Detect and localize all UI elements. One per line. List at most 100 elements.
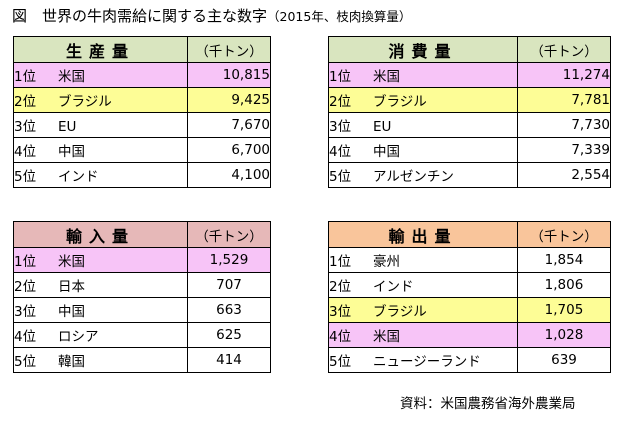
rank-country-cell: 2位 インド — [328, 272, 518, 298]
table-row: 5位 ニュージーランド 639 — [328, 347, 611, 373]
table-row: 3位 EU 7,730 — [328, 112, 611, 138]
rank-label: 5位 — [14, 354, 37, 370]
country-name: ブラジル — [373, 94, 427, 110]
rank-country-cell: 4位 中国 — [328, 137, 518, 163]
value-cell: 6,700 — [187, 137, 271, 163]
table-row: 3位 中国 663 — [13, 297, 271, 323]
rank-country-cell: 1位 米国 — [328, 62, 518, 88]
value-cell: 2,554 — [517, 162, 611, 188]
table-row: 5位 韓国 414 — [13, 347, 271, 373]
rank-country-cell: 5位 アルゼンチン — [328, 162, 518, 188]
export-header-name: 輸出量 — [328, 221, 518, 248]
country-name: インド — [58, 169, 99, 185]
rank-country-cell: 3位 中国 — [13, 297, 188, 323]
country-name: 豪州 — [373, 254, 400, 270]
production-header-name: 生産量 — [13, 36, 188, 63]
country-name: 米国 — [373, 69, 400, 85]
table-row: 1位 米国 10,815 — [13, 62, 271, 88]
consumption-header-unit: （千トン） — [517, 36, 611, 63]
import-header-name: 輸入量 — [13, 221, 188, 248]
rank-country-cell: 3位 ブラジル — [328, 297, 518, 323]
country-name: インド — [373, 279, 414, 295]
country-name: 日本 — [58, 279, 85, 295]
rank-label: 4位 — [14, 329, 37, 345]
country-name: ブラジル — [58, 94, 112, 110]
source-note: 資料：米国農務省海外農業局 — [400, 396, 576, 412]
country-name: 中国 — [373, 144, 400, 160]
table-row: 2位 インド 1,806 — [328, 272, 611, 298]
table-row: 4位 中国 7,339 — [328, 137, 611, 163]
consumption-header-name: 消費量 — [328, 36, 518, 63]
rank-country-cell: 2位 ブラジル — [13, 87, 188, 113]
country-name: ロシア — [58, 329, 99, 345]
rank-country-cell: 1位 米国 — [13, 62, 188, 88]
rank-label: 5位 — [329, 354, 352, 370]
table-row: 4位 中国 6,700 — [13, 137, 271, 163]
rank-label: 2位 — [329, 94, 352, 110]
rank-country-cell: 3位 EU — [13, 112, 188, 138]
value-cell: 639 — [517, 347, 611, 373]
country-name: EU — [58, 119, 77, 135]
production-header-unit: （千トン） — [187, 36, 271, 63]
country-name: 米国 — [373, 329, 400, 345]
value-cell: 7,339 — [517, 137, 611, 163]
value-cell: 7,670 — [187, 112, 271, 138]
value-cell: 707 — [187, 272, 271, 298]
rank-country-cell: 4位 ロシア — [13, 322, 188, 348]
production-table: 生産量 （千トン） 1位 米国 10,815 2位 ブラジル 9,425 3位 EU 7,670… — [13, 36, 271, 188]
value-cell: 625 — [187, 322, 271, 348]
rank-label: 4位 — [14, 144, 37, 160]
table-row: 4位 米国 1,028 — [328, 322, 611, 348]
table-row: 1位 米国 1,529 — [13, 247, 271, 273]
rank-label: 5位 — [329, 169, 352, 185]
rank-label: 2位 — [14, 94, 37, 110]
figure-title-main: 図 世界の牛肉需給に関する主な数字 — [12, 7, 268, 25]
value-cell: 4,100 — [187, 162, 271, 188]
rank-label: 1位 — [329, 69, 352, 85]
rank-label: 5位 — [14, 169, 37, 185]
value-cell: 414 — [187, 347, 271, 373]
table-row: 5位 アルゼンチン 2,554 — [328, 162, 611, 188]
rank-country-cell: 5位 韓国 — [13, 347, 188, 373]
rank-label: 4位 — [329, 329, 352, 345]
rank-label: 1位 — [14, 69, 37, 85]
value-cell: 1,854 — [517, 247, 611, 273]
value-cell: 10,815 — [187, 62, 271, 88]
country-name: ブラジル — [373, 304, 427, 320]
rank-country-cell: 2位 日本 — [13, 272, 188, 298]
value-cell: 7,781 — [517, 87, 611, 113]
value-cell: 1,529 — [187, 247, 271, 273]
rank-label: 2位 — [329, 279, 352, 295]
table-row: 3位 EU 7,670 — [13, 112, 271, 138]
value-cell: 11,274 — [517, 62, 611, 88]
export-table: 輸出量 （千トン） 1位 豪州 1,854 2位 インド 1,806 3位 ブラジル 1,705… — [328, 221, 611, 373]
rank-country-cell: 1位 豪州 — [328, 247, 518, 273]
table-row: 1位 豪州 1,854 — [328, 247, 611, 273]
rank-country-cell: 4位 中国 — [13, 137, 188, 163]
rank-country-cell: 5位 ニュージーランド — [328, 347, 518, 373]
country-name: 中国 — [58, 144, 85, 160]
value-cell: 9,425 — [187, 87, 271, 113]
table-row: 2位 日本 707 — [13, 272, 271, 298]
table-row: 3位 ブラジル 1,705 — [328, 297, 611, 323]
table-row: 5位 インド 4,100 — [13, 162, 271, 188]
figure-title: 図 世界の牛肉需給に関する主な数字（2015年、枝肉換算量） — [12, 5, 411, 26]
figure-title-sub: （2015年、枝肉換算量） — [267, 9, 412, 24]
table-row: 2位 ブラジル 7,781 — [328, 87, 611, 113]
value-cell: 1,806 — [517, 272, 611, 298]
country-name: アルゼンチン — [373, 169, 454, 185]
rank-label: 2位 — [14, 279, 37, 295]
value-cell: 1,028 — [517, 322, 611, 348]
consumption-table: 消費量 （千トン） 1位 米国 11,274 2位 ブラジル 7,781 3位 EU 7,730… — [328, 36, 611, 188]
rank-label: 3位 — [329, 119, 352, 135]
rank-country-cell: 3位 EU — [328, 112, 518, 138]
import-header-unit: （千トン） — [187, 221, 271, 248]
rank-country-cell: 2位 ブラジル — [328, 87, 518, 113]
rank-label: 3位 — [329, 304, 352, 320]
table-row: 2位 ブラジル 9,425 — [13, 87, 271, 113]
value-cell: 1,705 — [517, 297, 611, 323]
rank-country-cell: 4位 米国 — [328, 322, 518, 348]
table-row: 4位 ロシア 625 — [13, 322, 271, 348]
rank-country-cell: 1位 米国 — [13, 247, 188, 273]
country-name: ニュージーランド — [373, 354, 481, 370]
